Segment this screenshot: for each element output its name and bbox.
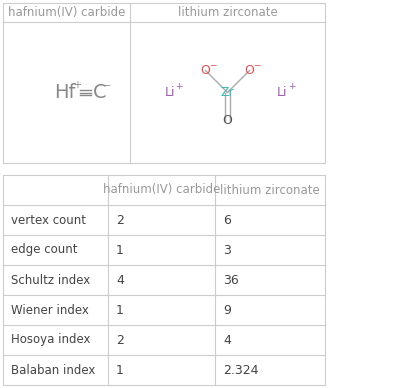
Text: Hf: Hf (55, 83, 76, 102)
Text: −: − (102, 80, 111, 90)
Text: Li: Li (164, 86, 175, 99)
Text: +: + (288, 82, 295, 91)
Text: +: + (73, 80, 82, 90)
Text: Hosoya index: Hosoya index (11, 334, 91, 346)
Text: 2: 2 (116, 334, 124, 346)
Text: 1: 1 (116, 244, 124, 256)
Text: Zr: Zr (221, 86, 234, 99)
Text: 36: 36 (223, 274, 239, 286)
Text: 1: 1 (116, 364, 124, 376)
Text: 4: 4 (223, 334, 231, 346)
Text: C: C (93, 83, 106, 102)
Text: 6: 6 (223, 213, 231, 227)
Text: Balaban index: Balaban index (11, 364, 95, 376)
Bar (3, 175, 325, 385)
Text: 4: 4 (116, 274, 124, 286)
Text: 1: 1 (116, 303, 124, 317)
Text: +: + (175, 82, 182, 91)
Text: Schultz index: Schultz index (11, 274, 90, 286)
Text: O: O (222, 114, 233, 127)
Text: Li: Li (277, 86, 288, 99)
Text: O: O (244, 64, 255, 77)
Text: lithium zirconate: lithium zirconate (177, 6, 277, 19)
Text: Wiener index: Wiener index (11, 303, 89, 317)
Text: −: − (253, 60, 260, 69)
Text: edge count: edge count (11, 244, 78, 256)
Text: 9: 9 (223, 303, 231, 317)
Bar (3, 3, 325, 163)
Text: 3: 3 (223, 244, 231, 256)
Text: 2: 2 (116, 213, 124, 227)
Text: −: − (209, 60, 216, 69)
Text: lithium zirconate: lithium zirconate (220, 184, 320, 196)
Text: O: O (201, 64, 211, 77)
Text: hafnium(IV) carbide: hafnium(IV) carbide (103, 184, 220, 196)
Text: vertex count: vertex count (11, 213, 86, 227)
Text: 2.324: 2.324 (223, 364, 259, 376)
Text: hafnium(IV) carbide: hafnium(IV) carbide (8, 6, 125, 19)
